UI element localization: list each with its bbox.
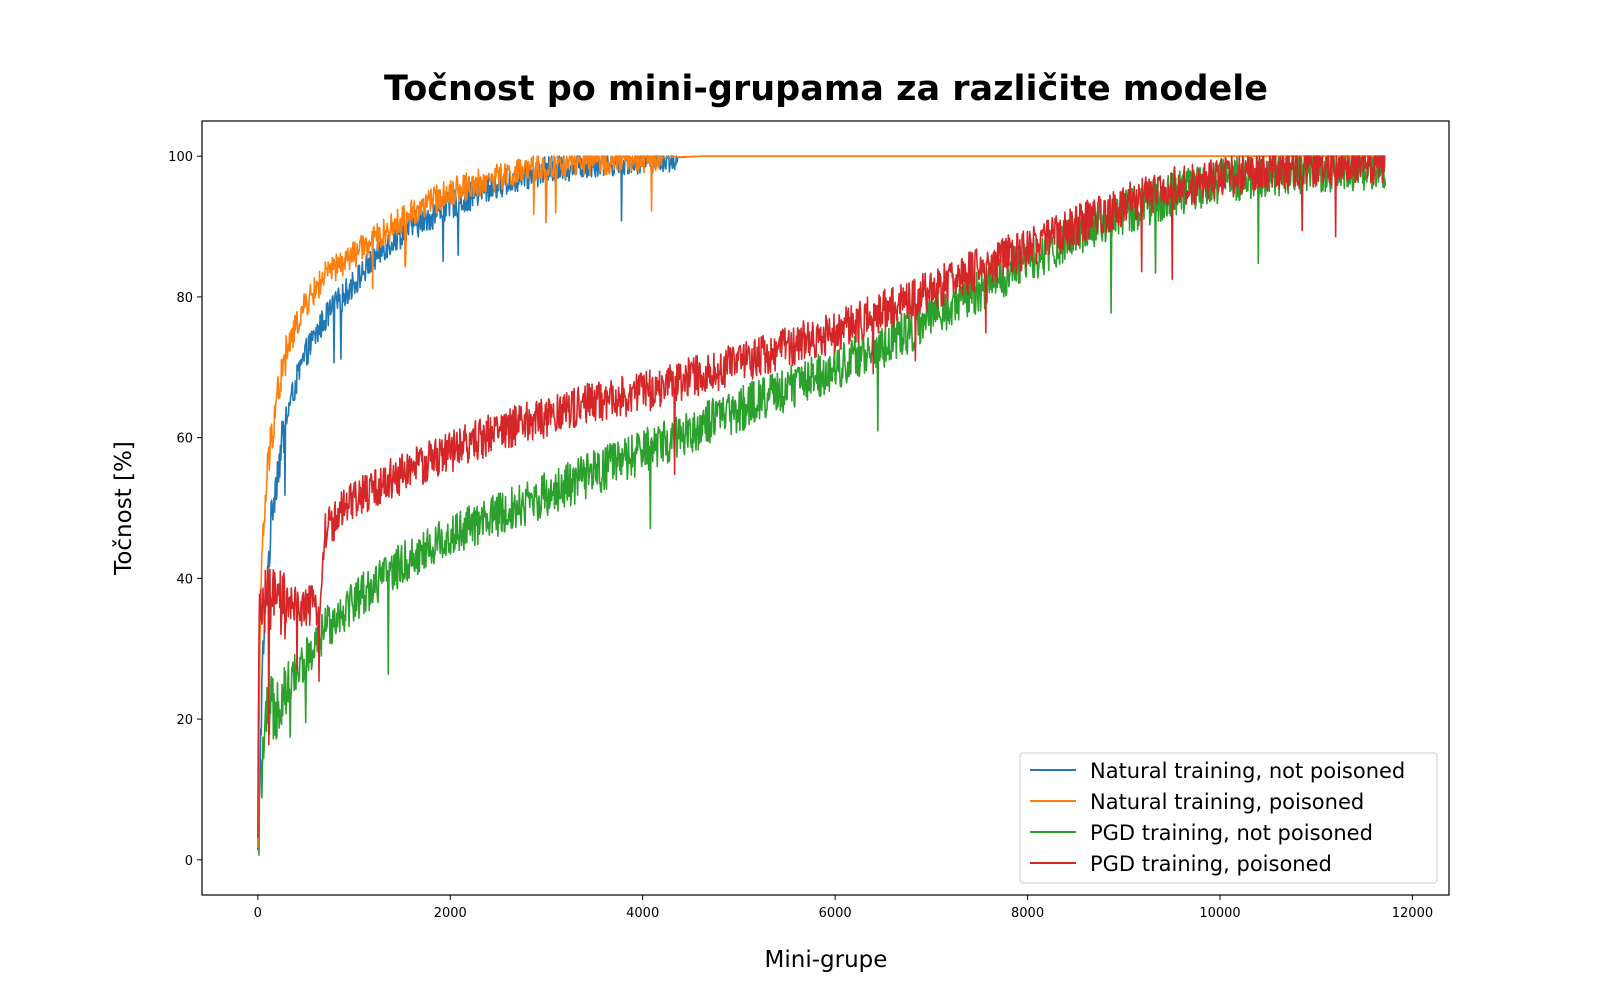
y-tick-label: 60 xyxy=(176,432,193,447)
plot-frame xyxy=(201,120,1450,896)
y-tick-label: 80 xyxy=(176,291,193,306)
x-tick-label: 0 xyxy=(254,906,262,921)
y-tick-label: 0 xyxy=(185,854,193,869)
legend-label-1: Natural training, poisoned xyxy=(1090,790,1364,814)
legend-label-3: PGD training, poisoned xyxy=(1090,852,1332,876)
x-tick-label: 8000 xyxy=(1011,906,1044,921)
series-line-1 xyxy=(257,155,1386,849)
series-line-2 xyxy=(257,155,1387,856)
x-tick-label: 6000 xyxy=(819,906,852,921)
x-tick-label: 2000 xyxy=(434,906,467,921)
chart-title: Točnost po mini-grupama za različite mod… xyxy=(384,69,1268,109)
x-tick-label: 12000 xyxy=(1392,906,1433,921)
x-tick-label: 4000 xyxy=(626,906,659,921)
x-axis-ticks: 0 2000 4000 6000 8000 10000 12000 xyxy=(254,895,1433,921)
x-axis-label: Mini-grupe xyxy=(765,947,888,973)
series-line-3 xyxy=(257,155,1386,838)
y-tick-label: 20 xyxy=(176,713,193,728)
legend-label-2: PGD training, not poisoned xyxy=(1090,821,1373,845)
legend-frame xyxy=(1019,752,1438,884)
y-axis-ticks: 0 20 40 60 80 100 xyxy=(168,150,202,869)
y-tick-label: 100 xyxy=(168,150,193,165)
series-line-0 xyxy=(257,155,1386,851)
series-lines xyxy=(257,155,1387,856)
legend-label-0: Natural training, not poisoned xyxy=(1090,759,1405,783)
y-tick-label: 40 xyxy=(176,572,193,587)
legend: Natural training, not poisoned Natural t… xyxy=(1019,752,1438,884)
x-tick-label: 10000 xyxy=(1199,906,1240,921)
y-axis-label: Točnost [%] xyxy=(111,441,137,576)
